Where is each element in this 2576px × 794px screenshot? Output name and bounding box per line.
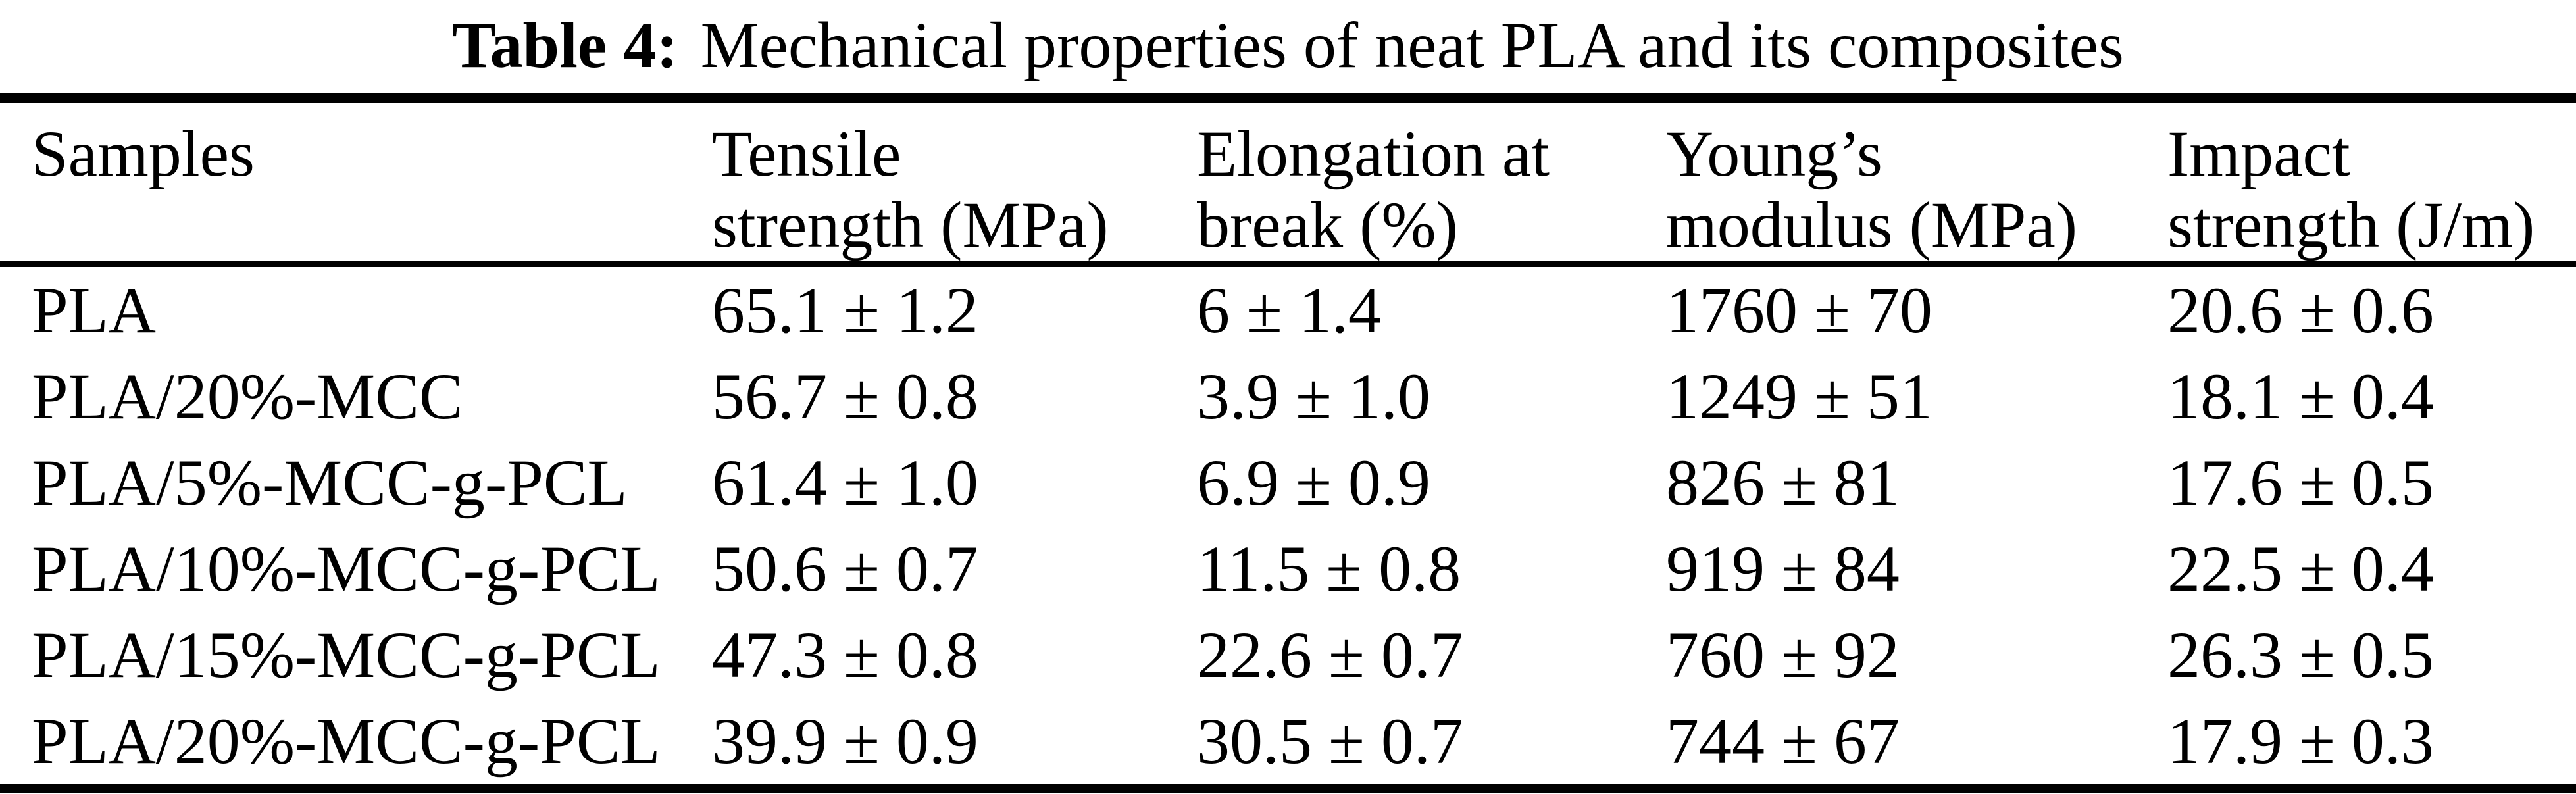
cell-youngs-modulus: 826 ± 81 (1666, 446, 1900, 519)
cell-impact-strength: 17.9 ± 0.3 (2167, 705, 2434, 778)
cell-sample: PLA/20%-MCC-g-PCL (32, 705, 661, 778)
table-caption-text: Mechanical properties of neat PLA and it… (700, 9, 2124, 82)
cell-sample: PLA/20%-MCC (32, 360, 463, 433)
table-row: PLA/10%-MCC-g-PCL 50.6 ± 0.7 11.5 ± 0.8 … (0, 526, 2576, 612)
table-header: Samples Tensile strength (MPa) Elongatio… (0, 98, 2576, 267)
cell-elongation-at-break: 11.5 ± 0.8 (1197, 532, 1461, 605)
cell-impact-strength: 17.6 ± 0.5 (2167, 446, 2434, 519)
table-row: PLA 65.1 ± 1.2 6 ± 1.4 1760 ± 70 20.6 ± … (0, 264, 2576, 353)
cell-impact-strength: 22.5 ± 0.4 (2167, 532, 2434, 605)
table-row: PLA/20%-MCC-g-PCL 39.9 ± 0.9 30.5 ± 0.7 … (0, 698, 2576, 789)
table-caption: Table 4: Mechanical properties of neat PL… (0, 0, 2576, 93)
cell-sample: PLA/5%-MCC-g-PCL (32, 446, 628, 519)
cell-tensile-strength: 47.3 ± 0.8 (712, 618, 978, 691)
column-header-impact-strength: Impact strength (J/m) (2167, 98, 2576, 267)
cell-impact-strength: 26.3 ± 0.5 (2167, 618, 2434, 691)
cell-sample: PLA (32, 274, 156, 347)
cell-sample: PLA/10%-MCC-g-PCL (32, 532, 661, 605)
table-caption-label: Table 4: (452, 9, 678, 82)
column-header-elongation-at-break: Elongation at break (%) (1197, 98, 1666, 267)
cell-tensile-strength: 39.9 ± 0.9 (712, 705, 978, 778)
table-row: PLA/15%-MCC-g-PCL 47.3 ± 0.8 22.6 ± 0.7 … (0, 612, 2576, 698)
column-header-samples: Samples (0, 98, 712, 267)
cell-youngs-modulus: 1249 ± 51 (1666, 360, 1932, 433)
cell-youngs-modulus: 744 ± 67 (1666, 705, 1900, 778)
header-row: Samples Tensile strength (MPa) Elongatio… (0, 98, 2576, 267)
cell-youngs-modulus: 760 ± 92 (1666, 618, 1900, 691)
table-body: PLA 65.1 ± 1.2 6 ± 1.4 1760 ± 70 20.6 ± … (0, 264, 2576, 789)
cell-elongation-at-break: 6 ± 1.4 (1197, 274, 1381, 347)
column-header-tensile-strength: Tensile strength (MPa) (712, 98, 1197, 267)
cell-impact-strength: 18.1 ± 0.4 (2167, 360, 2434, 433)
mechanical-properties-table: Samples Tensile strength (MPa) Elongatio… (0, 93, 2576, 793)
cell-elongation-at-break: 22.6 ± 0.7 (1197, 618, 1463, 691)
column-header-youngs-modulus: Young’s modulus (MPa) (1666, 98, 2167, 267)
table-row: PLA/5%-MCC-g-PCL 61.4 ± 1.0 6.9 ± 0.9 82… (0, 439, 2576, 526)
table-row: PLA/20%-MCC 56.7 ± 0.8 3.9 ± 1.0 1249 ± … (0, 353, 2576, 439)
cell-elongation-at-break: 3.9 ± 1.0 (1197, 360, 1430, 433)
cell-elongation-at-break: 6.9 ± 0.9 (1197, 446, 1430, 519)
cell-elongation-at-break: 30.5 ± 0.7 (1197, 705, 1463, 778)
cell-tensile-strength: 56.7 ± 0.8 (712, 360, 978, 433)
cell-tensile-strength: 65.1 ± 1.2 (712, 274, 978, 347)
cell-tensile-strength: 50.6 ± 0.7 (712, 532, 978, 605)
cell-sample: PLA/15%-MCC-g-PCL (32, 618, 661, 691)
cell-youngs-modulus: 1760 ± 70 (1666, 274, 1932, 347)
cell-tensile-strength: 61.4 ± 1.0 (712, 446, 978, 519)
cell-impact-strength: 20.6 ± 0.6 (2167, 274, 2434, 347)
cell-youngs-modulus: 919 ± 84 (1666, 532, 1900, 605)
